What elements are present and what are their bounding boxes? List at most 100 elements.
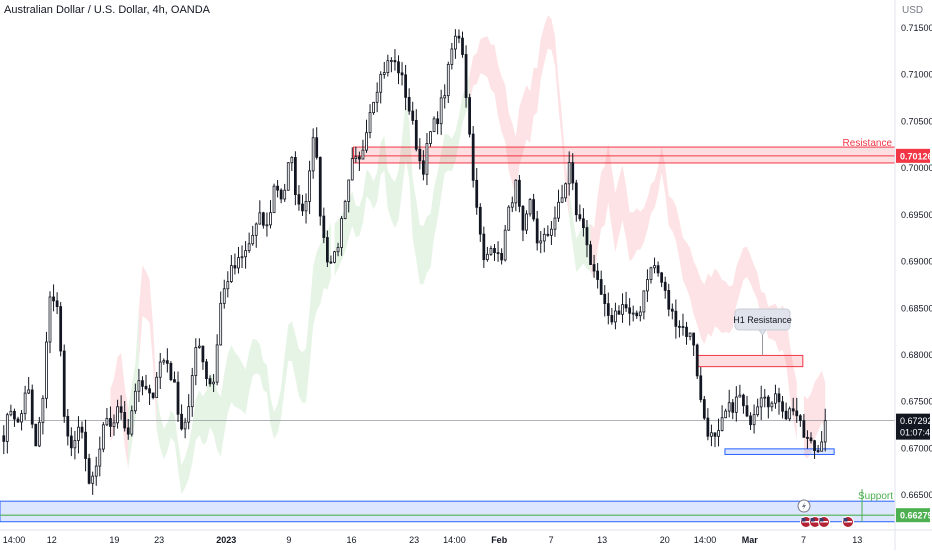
candle-body bbox=[610, 315, 614, 323]
candle bbox=[247, 232, 251, 254]
candle-body bbox=[37, 421, 41, 447]
candle-body bbox=[34, 423, 38, 447]
candle-body bbox=[318, 156, 322, 217]
candle bbox=[702, 395, 706, 420]
candle bbox=[148, 384, 151, 405]
candle-body bbox=[137, 380, 141, 392]
candle bbox=[425, 133, 429, 186]
candle-body bbox=[710, 432, 713, 437]
candle-body bbox=[557, 201, 560, 219]
candle-body bbox=[471, 133, 475, 181]
time-axis[interactable]: 14:00 12 19 23 2023 9 16 23 14:00 Feb 7 13 20 14:00 Ma… bbox=[0, 529, 932, 545]
candle bbox=[582, 208, 585, 237]
candle bbox=[486, 246, 489, 262]
candle bbox=[727, 389, 731, 418]
candle-body bbox=[596, 270, 600, 280]
candle-body bbox=[507, 206, 511, 231]
resistance-zone bbox=[353, 146, 896, 164]
candle-body bbox=[567, 162, 571, 185]
cloud-bearish bbox=[469, 15, 570, 219]
candle bbox=[471, 126, 475, 188]
candle-body bbox=[59, 306, 63, 352]
candle-body bbox=[478, 206, 482, 235]
candle bbox=[759, 385, 763, 420]
time-tick-label: 19 bbox=[109, 535, 119, 545]
candle bbox=[496, 241, 500, 262]
candle bbox=[542, 227, 546, 253]
candle-body bbox=[261, 212, 265, 226]
candle bbox=[205, 358, 208, 387]
time-tick-label: 13 bbox=[852, 535, 862, 545]
candle bbox=[62, 344, 66, 423]
candle-body bbox=[752, 414, 756, 426]
resistance-label: Resistance bbox=[843, 138, 893, 149]
candle-body bbox=[208, 378, 212, 385]
price-axis[interactable]: 0.66500 0.67000 0.67500 0.68000 0.68500 0.690… bbox=[894, 0, 932, 550]
candle-body bbox=[667, 290, 671, 310]
candle-body bbox=[560, 197, 564, 203]
candle bbox=[429, 131, 432, 147]
candle-body bbox=[126, 427, 130, 435]
candle bbox=[457, 29, 461, 44]
candle bbox=[610, 308, 614, 325]
price-tick-label: 0.68000 bbox=[901, 350, 932, 360]
candle bbox=[169, 361, 173, 382]
candle-body bbox=[759, 397, 763, 408]
currency-label: USD bbox=[902, 5, 924, 16]
candle bbox=[752, 404, 756, 434]
candle-body bbox=[45, 341, 48, 399]
candle bbox=[151, 392, 155, 400]
candle-body bbox=[87, 458, 91, 484]
candle-body bbox=[180, 413, 183, 430]
candle bbox=[521, 205, 525, 242]
candle-body bbox=[450, 48, 454, 65]
candle-body bbox=[272, 185, 276, 214]
candle bbox=[23, 385, 27, 420]
candle bbox=[674, 299, 678, 339]
candle-body bbox=[638, 311, 642, 317]
candle-body bbox=[578, 214, 582, 220]
candle bbox=[482, 226, 486, 268]
candle bbox=[660, 271, 664, 288]
candle bbox=[215, 334, 219, 386]
candle bbox=[69, 427, 73, 457]
candle bbox=[265, 212, 269, 237]
candle bbox=[450, 42, 454, 70]
candle bbox=[2, 425, 6, 455]
candle-body bbox=[343, 201, 347, 219]
candle-body bbox=[749, 415, 752, 426]
lightning-glyph bbox=[802, 502, 806, 510]
candle bbox=[30, 384, 34, 429]
flag-stripe bbox=[820, 521, 828, 523]
candle bbox=[390, 57, 393, 73]
candle bbox=[45, 331, 48, 409]
candle-body bbox=[660, 272, 664, 283]
candle bbox=[37, 416, 41, 448]
candle bbox=[443, 84, 447, 109]
countdown-text: 01:07:46 bbox=[900, 428, 932, 438]
candle bbox=[350, 147, 354, 181]
candle bbox=[279, 188, 283, 204]
h1-resistance-label: H1 Resistance bbox=[733, 315, 792, 325]
candle bbox=[763, 389, 767, 408]
candle bbox=[578, 204, 582, 222]
candle bbox=[397, 55, 400, 85]
candle-body bbox=[169, 362, 173, 381]
candle bbox=[695, 343, 699, 379]
candle bbox=[219, 291, 223, 346]
flag-canton bbox=[810, 518, 815, 522]
support-zone bbox=[0, 500, 896, 523]
candle bbox=[365, 119, 368, 153]
candle-body bbox=[372, 101, 375, 113]
candle-body bbox=[425, 143, 429, 175]
candle-body bbox=[286, 162, 290, 191]
candle bbox=[130, 405, 134, 437]
candle bbox=[308, 160, 311, 214]
candle bbox=[414, 109, 418, 152]
candle bbox=[550, 221, 553, 245]
candle-body bbox=[422, 160, 425, 175]
candle-body bbox=[304, 200, 308, 212]
overlays: Resistance Support H1 Resistance bbox=[733, 138, 893, 528]
